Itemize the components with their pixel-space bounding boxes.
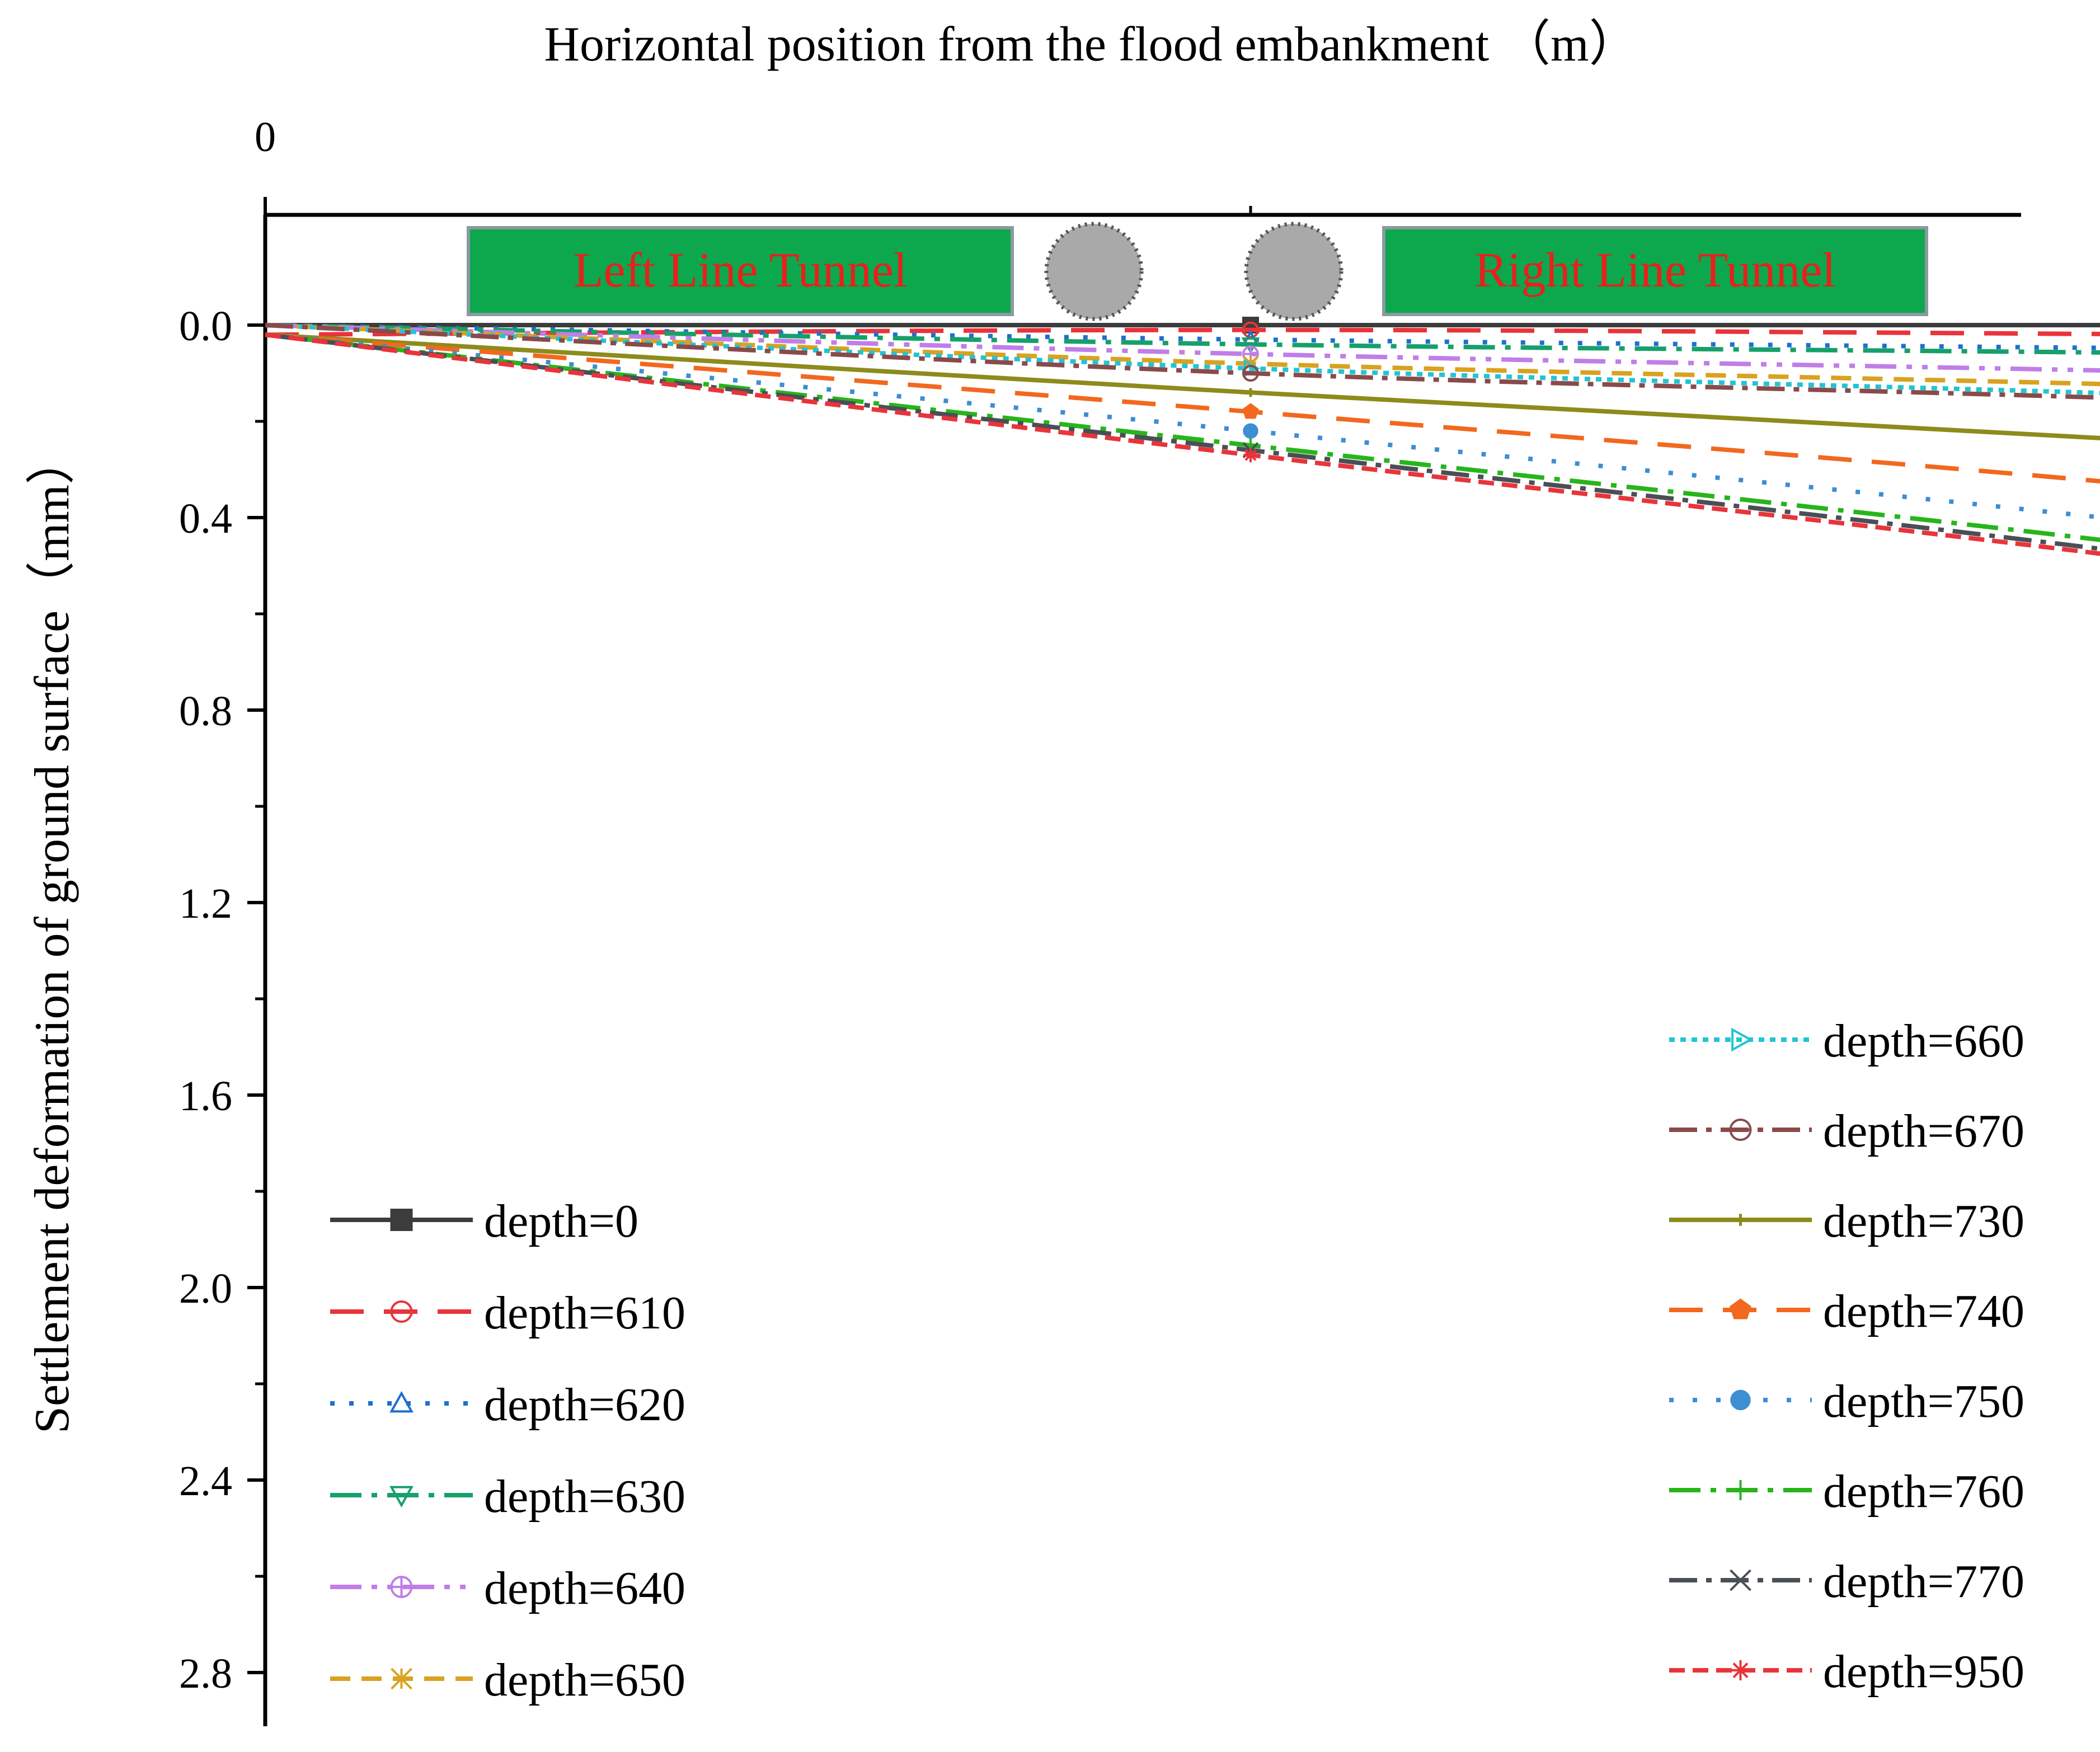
legend-label: depth=950 <box>1823 1646 2024 1698</box>
marker-small-star <box>1734 1214 1747 1226</box>
marker-dot <box>1243 423 1258 439</box>
x-axis-title: Horizontal position from the flood emban… <box>544 17 1638 72</box>
series-depth-950 <box>265 332 2100 556</box>
legend-item: depth=0 <box>330 1195 638 1247</box>
legend-label: depth=640 <box>484 1562 685 1614</box>
marker-pentagon <box>1730 1298 1751 1319</box>
legend-item: depth=630 <box>330 1471 685 1523</box>
y-tick-label: 0.4 <box>179 495 232 542</box>
right-tunnel-box <box>1382 226 1928 316</box>
marker-triangle-down <box>389 1486 414 1508</box>
legend-label: depth=770 <box>1823 1556 2024 1608</box>
legend-label: depth=750 <box>1823 1375 2024 1427</box>
marker-dot <box>1730 1389 1751 1411</box>
left-tunnel-label: Left Line Tunnel <box>574 243 907 298</box>
legend-item: depth=660 <box>1669 1015 2024 1067</box>
y-axis-title: Settlement deformation of ground surface… <box>25 435 79 1434</box>
y-tick-label: 2.8 <box>179 1650 232 1697</box>
series-depth-750 <box>265 332 2100 520</box>
marker-circle-plus-cross <box>391 1577 412 1597</box>
series-line <box>265 332 2100 556</box>
series-line <box>265 332 2100 484</box>
legend-label: depth=760 <box>1823 1466 2024 1518</box>
marker-circle <box>390 1300 413 1323</box>
legend-item: depth=950 <box>1669 1646 2024 1698</box>
y-tick-label: 0.8 <box>179 688 232 735</box>
legend: depth=0 depth=610 depth=620 depth=630 depth=… <box>330 1015 2024 1706</box>
legend-item: depth=610 <box>330 1287 685 1339</box>
legend-item: depth=760 <box>1669 1466 2024 1518</box>
right-tunnel-circle <box>1244 222 1343 321</box>
legend-item: depth=740 <box>1669 1285 2024 1337</box>
right-tunnel-annotation: Right Line Tunnel <box>1382 226 1928 316</box>
series-depth-650 <box>265 323 2100 387</box>
y-tick-label: 1.2 <box>179 880 232 927</box>
series-line <box>265 323 2100 387</box>
legend-item: depth=770 <box>1669 1556 2024 1608</box>
series-depth-740 <box>265 332 2100 484</box>
y-tick-label: 1.6 <box>179 1073 232 1120</box>
series-layer <box>265 317 2100 556</box>
axis-ticks: 010203040506070800.00.40.81.21.62.02.42.… <box>179 114 1252 1697</box>
series-line <box>265 323 2100 400</box>
marker-star-x <box>391 1668 412 1690</box>
legend-label: depth=620 <box>484 1379 685 1431</box>
marker-circle <box>1242 321 1259 339</box>
marker-pentagon <box>1242 403 1259 419</box>
marker-asterisk <box>1243 448 1258 463</box>
marker-triangle-down <box>1241 337 1260 354</box>
y-tick-label: 2.4 <box>179 1458 232 1505</box>
legend-label: depth=630 <box>484 1471 685 1523</box>
series-depth-660 <box>265 323 2100 396</box>
legend-label: depth=740 <box>1823 1285 2024 1337</box>
marker-triangle-right <box>1731 1027 1753 1052</box>
left-tunnel-annotation: Left Line Tunnel <box>467 226 1014 316</box>
legend-item: depth=650 <box>330 1654 685 1706</box>
series-depth-670 <box>265 323 2100 400</box>
series-depth-730 <box>265 332 2100 440</box>
series-depth-610 <box>265 321 2100 339</box>
y-tick-label: 2.0 <box>179 1265 232 1312</box>
marker-plus <box>1730 1480 1751 1500</box>
legend-item: depth=730 <box>1669 1195 2024 1247</box>
x-tick-label: 0 <box>255 114 276 161</box>
marker-triangle-up <box>389 1391 414 1413</box>
legend-item: depth=640 <box>330 1562 685 1614</box>
legend-label: depth=0 <box>484 1195 638 1247</box>
legend-label: depth=660 <box>1823 1015 2024 1067</box>
marker-small-star <box>1246 388 1255 397</box>
legend-label: depth=670 <box>1823 1105 2024 1157</box>
legend-item: depth=750 <box>1669 1375 2024 1427</box>
legend-label: depth=730 <box>1823 1195 2024 1247</box>
right-tunnel-label: Right Line Tunnel <box>1474 243 1835 298</box>
marker-cross <box>1730 1569 1751 1591</box>
y-tick-label: 0.0 <box>179 303 232 350</box>
series-depth-630 <box>265 323 2100 355</box>
left-tunnel-circle <box>1044 222 1144 321</box>
marker-asterisk <box>1730 1660 1751 1680</box>
legend-label: depth=610 <box>484 1287 685 1339</box>
series-line <box>265 332 2100 551</box>
marker-square <box>390 1209 413 1231</box>
series-depth-770 <box>265 332 2100 551</box>
series-line <box>265 323 2100 396</box>
legend-item: depth=670 <box>1669 1105 2024 1157</box>
legend-label: depth=650 <box>484 1654 685 1706</box>
left-tunnel-box <box>467 226 1014 316</box>
legend-item: depth=620 <box>330 1379 685 1431</box>
